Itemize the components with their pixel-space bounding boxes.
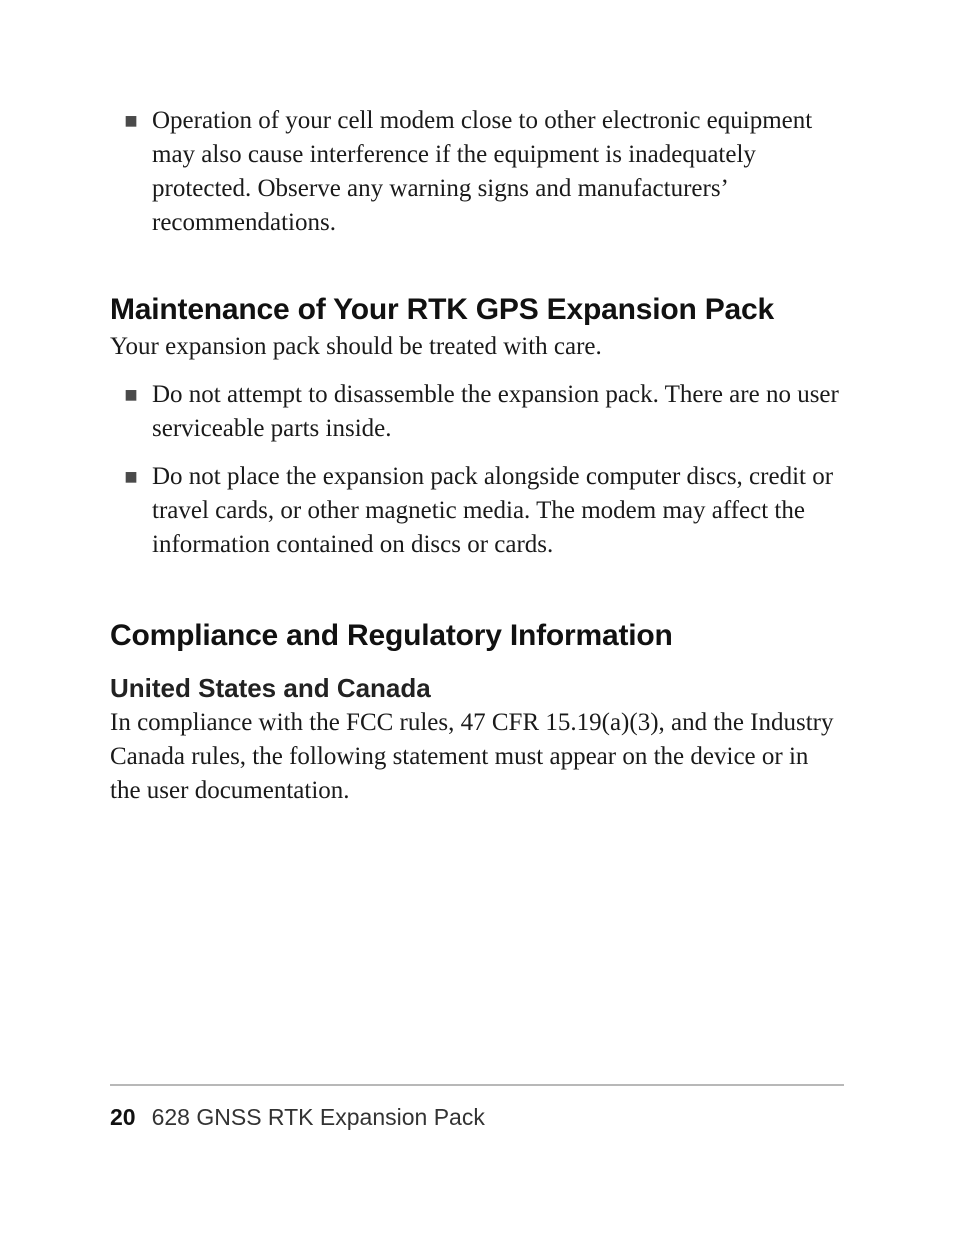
page-footer: 20 628 GNSS RTK Expansion Pack (110, 1084, 844, 1131)
document-page: ■ Operation of your cell modem close to … (0, 0, 954, 1235)
square-bullet-icon: ■ (110, 460, 152, 494)
maintenance-bullet-item: ■ Do not attempt to disassemble the expa… (110, 378, 844, 446)
intro-bullet-item: ■ Operation of your cell modem close to … (110, 104, 844, 240)
footer-title: 628 GNSS RTK Expansion Pack (152, 1104, 485, 1130)
square-bullet-icon: ■ (110, 104, 152, 138)
maintenance-bullet-text: Do not attempt to disassemble the expans… (152, 378, 844, 446)
maintenance-bullet-text: Do not place the expansion pack alongsid… (152, 460, 844, 562)
square-bullet-icon: ■ (110, 378, 152, 412)
compliance-subheading: United States and Canada (110, 672, 844, 704)
footer-rule (110, 1084, 844, 1086)
page-number: 20 (110, 1104, 136, 1130)
maintenance-intro-text: Your expansion pack should be treated wi… (110, 330, 844, 364)
compliance-heading: Compliance and Regulatory Information (110, 618, 844, 654)
footer-line: 20 628 GNSS RTK Expansion Pack (110, 1104, 844, 1131)
compliance-body-text: In compliance with the FCC rules, 47 CFR… (110, 706, 844, 808)
intro-bullet-text: Operation of your cell modem close to ot… (152, 104, 844, 240)
maintenance-heading: Maintenance of Your RTK GPS Expansion Pa… (110, 292, 844, 328)
maintenance-bullet-item: ■ Do not place the expansion pack alongs… (110, 460, 844, 562)
